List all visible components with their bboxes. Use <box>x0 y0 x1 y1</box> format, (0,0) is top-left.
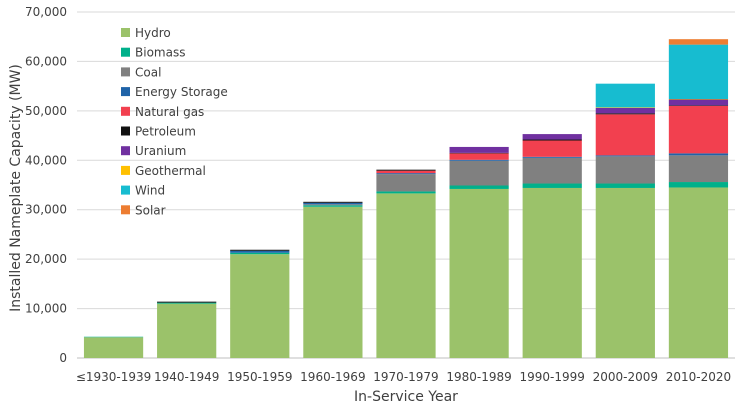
x-tick-label: 1960-1969 <box>300 370 365 384</box>
bar-segment-coal <box>376 174 436 192</box>
bar-segment-energy-storage <box>376 173 436 175</box>
legend-label: Natural gas <box>135 105 204 119</box>
legend-label: Petroleum <box>135 125 196 139</box>
bar-segment-energy-storage <box>522 156 582 158</box>
legend: Hydro Biomass Coal Energy Storage Natural ga… <box>121 26 228 217</box>
bar-segment-energy-storage <box>230 250 290 253</box>
bar-segment-biomass <box>449 185 509 189</box>
bar-segment-coal <box>522 157 582 184</box>
bar-segment-energy-storage <box>303 202 363 205</box>
legend-swatch <box>121 126 130 136</box>
legend-label: Wind <box>135 184 165 198</box>
y-tick-label: 0 <box>59 351 67 365</box>
bar-segment-hydro <box>595 187 655 358</box>
bar-segment-energy-storage <box>668 153 729 156</box>
bar-segment-hydro <box>303 206 363 358</box>
legend-label: Energy Storage <box>135 85 228 99</box>
y-tick-label: 30,000 <box>25 203 67 217</box>
bar-segment-hydro <box>449 188 509 358</box>
bar-segment-petroleum <box>157 301 217 303</box>
legend-swatch <box>121 205 130 215</box>
bar-segment-coal <box>595 156 655 184</box>
bar-segment-hydro <box>157 303 217 358</box>
y-tick-labels: 0 10,000 20,000 30,000 40,000 50,000 60,000 70,… <box>25 5 67 365</box>
bar-segment-hydro <box>83 337 144 358</box>
legend-swatch <box>121 67 130 77</box>
bar-segment-coal <box>303 204 363 206</box>
bar-segment-hydro <box>522 187 582 358</box>
bar-segment-biomass <box>376 191 436 194</box>
bar-segment-hydro <box>230 254 290 358</box>
bar-segment-natural-gas <box>595 114 655 156</box>
bar-segment-petroleum <box>376 169 436 171</box>
x-tick-label: 2000-2009 <box>593 370 658 384</box>
bar-segment-uranium <box>595 107 655 114</box>
bar-segment-petroleum <box>303 201 363 203</box>
bar-segment-natural-gas <box>376 170 436 174</box>
bar-segment-petroleum <box>522 139 582 141</box>
bar-segment-biomass <box>157 302 217 304</box>
y-tick-label: 20,000 <box>25 252 67 266</box>
bar-segment-petroleum <box>230 249 290 251</box>
legend-label: Coal <box>135 65 161 79</box>
bar-segment-biomass <box>230 252 290 255</box>
legend-swatch <box>121 185 130 195</box>
y-tick-label: 10,000 <box>25 302 67 316</box>
bar-segment-biomass <box>522 183 582 188</box>
legend-label: Geothermal <box>135 164 206 178</box>
bar-segment-biomass <box>668 182 729 188</box>
bars <box>83 39 729 358</box>
y-tick-label: 70,000 <box>25 5 67 19</box>
bar-segment-uranium <box>668 99 729 106</box>
bar-segment-wind <box>668 44 729 99</box>
bar-segment-energy-storage <box>449 159 509 161</box>
legend-swatch <box>121 87 130 97</box>
bar-segment-coal <box>449 160 509 186</box>
y-tick-label: 40,000 <box>25 153 67 167</box>
bar-segment-uranium <box>522 134 582 140</box>
legend-swatch <box>121 146 130 156</box>
x-tick-label: ≤1930-1939 <box>76 370 151 384</box>
bar-segment-hydro <box>668 187 729 358</box>
legend-label: Solar <box>135 203 166 217</box>
x-tick-label: 1950-1959 <box>227 370 292 384</box>
x-tick-label: 1990-1999 <box>520 370 585 384</box>
bar-segment-natural-gas <box>449 153 509 160</box>
x-tick-labels: ≤1930-1939 1940-1949 1950-1959 1960-1969 197… <box>76 370 731 384</box>
bar-segment-solar <box>668 39 729 45</box>
y-axis-title: Installed Nameplate Capacity (MW) <box>8 64 24 312</box>
x-tick-label: 1940-1949 <box>154 370 219 384</box>
legend-swatch <box>121 106 130 116</box>
bar-segment-coal <box>668 155 729 183</box>
x-tick-label: 1980-1989 <box>446 370 511 384</box>
bar-segment-uranium <box>449 146 509 153</box>
legend-label: Biomass <box>135 46 185 60</box>
bar-segment-natural-gas <box>522 140 582 157</box>
legend-label: Uranium <box>135 144 186 158</box>
legend-swatch <box>121 28 130 37</box>
bar-segment-energy-storage <box>595 155 655 157</box>
legend-swatch <box>121 165 130 175</box>
legend-swatch <box>121 47 130 57</box>
x-axis-title: In-Service Year <box>354 389 458 405</box>
bar-segment-biomass <box>595 183 655 188</box>
y-tick-label: 60,000 <box>25 54 67 68</box>
x-tick-label: 1970-1979 <box>373 370 438 384</box>
y-tick-label: 50,000 <box>25 104 67 118</box>
legend-label: Hydro <box>135 26 171 40</box>
bar-segment-natural-gas <box>668 105 729 154</box>
bar-segment-wind <box>595 83 655 108</box>
bar-segment-hydro <box>376 193 436 358</box>
bar-segment-biomass <box>303 205 363 207</box>
x-tick-label: 2010-2020 <box>666 370 731 384</box>
bar-segment-petroleum <box>595 113 655 115</box>
